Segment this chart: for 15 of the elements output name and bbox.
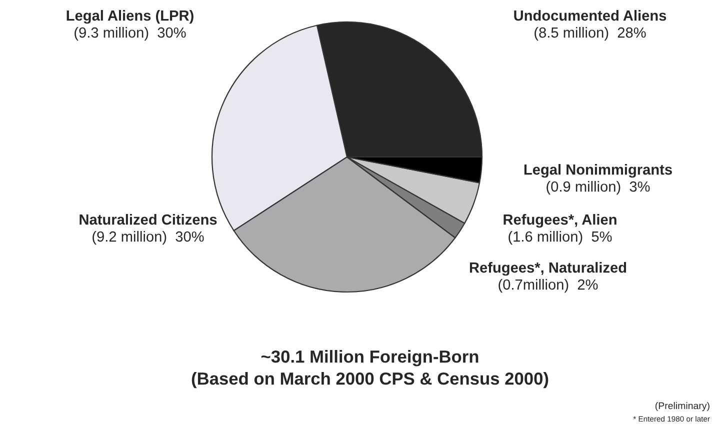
data-label: (0.9 million) 3%	[546, 181, 650, 195]
slice-label: Refugees*, Naturalized	[470, 262, 626, 276]
data-label: (8.5 million) 28%	[534, 27, 646, 41]
slice-label: Naturalized Citizens	[80, 214, 217, 225]
text: (Based on March 2000 CPS & Census 2000)	[192, 372, 548, 388]
data-label: (1.6 million) 5%	[508, 231, 612, 245]
text: ~30.1 Million Foreign-Born	[261, 350, 478, 366]
data-label: (9.2 million) 30%	[92, 231, 204, 245]
slice-label: Undocumented Aliens	[514, 10, 666, 21]
data-label: (9.3 million) 30%	[74, 27, 186, 41]
slice-label: Refugees*, Alien	[504, 214, 616, 228]
data-label: (0.7million) 2%	[498, 279, 598, 293]
text: (Preliminary)	[656, 402, 710, 412]
slice-label: Legal Aliens (LPR)	[66, 10, 194, 24]
slice-label: Legal Nonimmigrants	[524, 164, 672, 178]
